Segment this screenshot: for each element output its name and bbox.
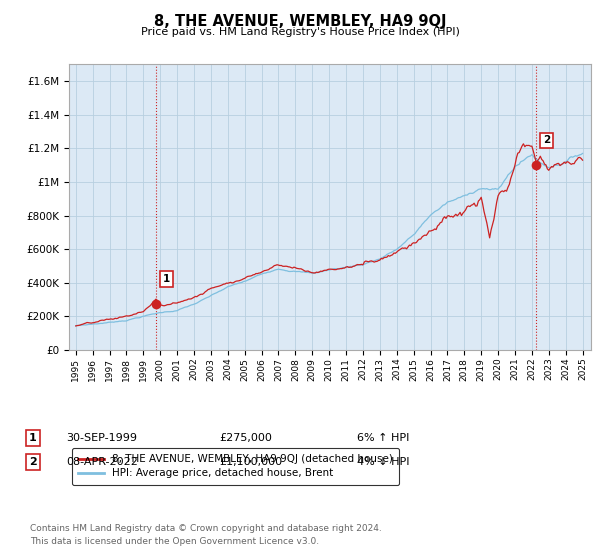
Text: £1,100,000: £1,100,000 (219, 457, 282, 467)
Text: 2: 2 (29, 457, 37, 467)
Text: 4% ↓ HPI: 4% ↓ HPI (357, 457, 409, 467)
Text: 6% ↑ HPI: 6% ↑ HPI (357, 433, 409, 443)
Text: 1: 1 (29, 433, 37, 443)
Legend: 8, THE AVENUE, WEMBLEY, HA9 9QJ (detached house), HPI: Average price, detached h: 8, THE AVENUE, WEMBLEY, HA9 9QJ (detache… (71, 448, 400, 485)
Text: Contains HM Land Registry data © Crown copyright and database right 2024.
This d: Contains HM Land Registry data © Crown c… (30, 524, 382, 546)
Text: £275,000: £275,000 (219, 433, 272, 443)
Text: 8, THE AVENUE, WEMBLEY, HA9 9QJ: 8, THE AVENUE, WEMBLEY, HA9 9QJ (154, 14, 446, 29)
Text: 2: 2 (543, 136, 550, 146)
Text: 1: 1 (163, 274, 170, 284)
Text: Price paid vs. HM Land Registry's House Price Index (HPI): Price paid vs. HM Land Registry's House … (140, 27, 460, 37)
Text: 08-APR-2022: 08-APR-2022 (66, 457, 138, 467)
Text: 30-SEP-1999: 30-SEP-1999 (66, 433, 137, 443)
